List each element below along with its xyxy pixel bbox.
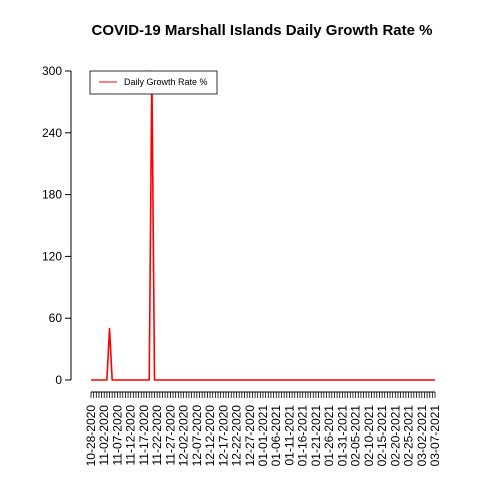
- x-tick-label: 12-12-2020: [203, 405, 217, 467]
- x-tick-label: 03-07-2021: [428, 405, 442, 467]
- legend-entry-daily-growth-rate: Daily Growth Rate %: [124, 77, 208, 87]
- series-layer: [91, 70, 435, 381]
- x-tick-label: 12-27-2020: [243, 405, 257, 467]
- x-tick-label: 01-26-2021: [322, 405, 336, 467]
- x-axis: 10-28-2020 11-02-2020 11-07-2020 11-12-2020…: [84, 391, 442, 467]
- x-tick-label: 11-07-2020: [110, 405, 124, 466]
- chart-title: COVID-19 Marshall Islands Daily Growth R…: [92, 22, 433, 39]
- y-tick-label: 180: [42, 188, 62, 202]
- legend-box: [89, 70, 218, 95]
- y-tick-label: 120: [42, 249, 62, 263]
- x-tick-label: 12-17-2020: [216, 405, 230, 467]
- y-tick-label: 300: [42, 64, 62, 78]
- x-tick-label: 01-16-2021: [296, 405, 310, 467]
- y-tick-label: 60: [49, 311, 63, 325]
- x-tick-label: 01-06-2021: [269, 405, 283, 467]
- x-tick-label: 11-17-2020: [137, 405, 151, 466]
- x-tick-label: 11-22-2020: [150, 405, 164, 466]
- x-tick-label: 11-12-2020: [124, 405, 138, 466]
- x-tick-label: 01-01-2021: [256, 405, 270, 467]
- legend: Daily Growth Rate %: [89, 70, 218, 95]
- x-tick-label: 02-25-2021: [402, 405, 416, 467]
- x-tick-label: 03-02-2021: [415, 405, 429, 467]
- x-tick-label: 11-02-2020: [97, 405, 111, 466]
- x-tick-label: 01-11-2021: [282, 405, 296, 466]
- x-tick-label: 02-05-2021: [349, 405, 363, 467]
- y-tick-label: 0: [55, 373, 62, 387]
- x-tick-label: 12-07-2020: [190, 405, 204, 467]
- x-tick-label: 02-20-2021: [388, 405, 402, 467]
- x-tick-label: 12-22-2020: [230, 405, 244, 467]
- y-axis: 0 60 120 180 240 300: [42, 64, 72, 387]
- x-tick-label: 12-02-2020: [177, 405, 191, 467]
- x-tick-label: 02-15-2021: [375, 405, 389, 467]
- y-tick-label: 240: [42, 126, 62, 140]
- x-tick-label: 01-31-2021: [335, 405, 349, 467]
- x-tick-label: 01-21-2021: [309, 405, 323, 467]
- series-line-daily-growth-rate: [91, 70, 435, 381]
- x-tick-label: 11-27-2020: [163, 405, 177, 466]
- x-tick-label: 02-10-2021: [362, 405, 376, 467]
- x-tick-label: 10-28-2020: [84, 405, 98, 467]
